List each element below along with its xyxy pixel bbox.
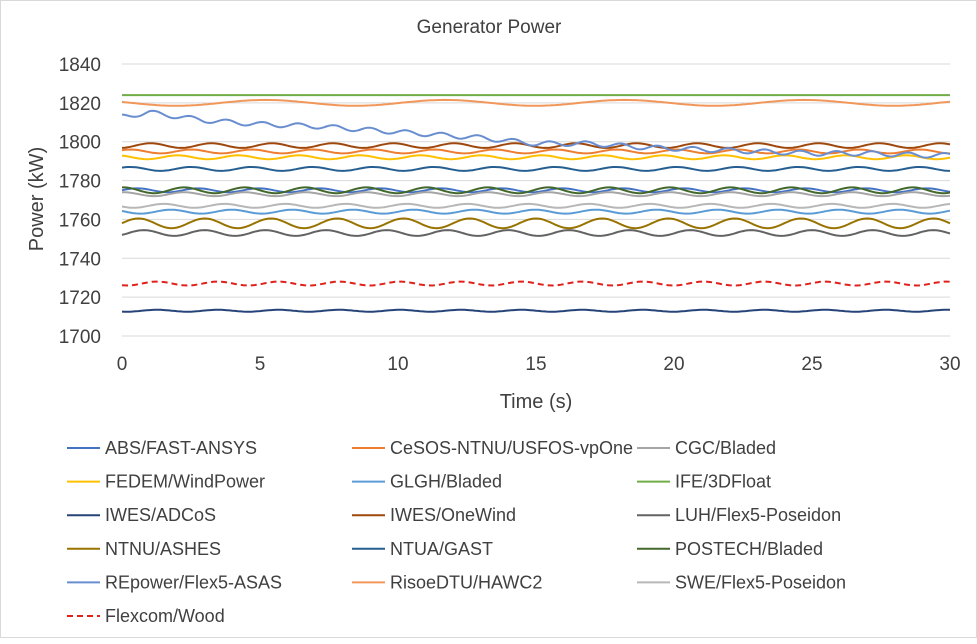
legend-label: ABS/FAST-ANSYS: [105, 438, 257, 458]
series-line: [121, 98, 951, 107]
y-tick-label: 1820: [59, 94, 101, 115]
legend-label: POSTECH/Bladed: [675, 539, 823, 559]
legend-label: IWES/OneWind: [390, 505, 516, 525]
legend-label: REpower/Flex5-ASAS: [105, 572, 282, 592]
legend: ABS/FAST-ANSYS CeSOS-NTNU/USFOS-vpOne CGC/…: [67, 438, 846, 626]
y-tick-label: 1780: [59, 172, 101, 193]
x-axis-label: Time (s): [500, 391, 573, 413]
series-line: [121, 154, 951, 161]
legend-label: GLGH/Bladed: [390, 472, 502, 492]
x-tick-label: 25: [801, 354, 822, 375]
legend-label: CeSOS-NTNU/USFOS-vpOne: [390, 438, 633, 458]
series-lines: [121, 94, 951, 313]
x-axis-ticks: 0 5 10 15 20 25 30: [117, 354, 961, 375]
y-axis-label: Power (kW): [26, 147, 48, 251]
y-tick-label: 1700: [59, 327, 101, 348]
series-line: [121, 308, 950, 313]
y-tick-label: 1720: [59, 288, 101, 309]
series-line: [121, 142, 951, 149]
legend-label: CGC/Bladed: [675, 438, 776, 458]
y-tick-label: 1740: [59, 249, 101, 270]
legend-label: NTNU/ASHES: [105, 539, 221, 559]
y-tick-label: 1800: [59, 133, 101, 154]
series-line: [121, 187, 951, 194]
y-tick-label: 1760: [59, 210, 101, 231]
legend-label: IWES/ADCoS: [105, 505, 216, 525]
legend-label: LUH/Flex5-Poseidon: [675, 505, 841, 525]
x-tick-label: 0: [117, 354, 128, 375]
series-line: [122, 186, 951, 195]
x-tick-label: 15: [525, 354, 546, 375]
y-axis-ticks: 1700 1720 1740 1760 1780 1800 1820 1840: [59, 55, 101, 348]
legend-label: Flexcom/Wood: [105, 606, 225, 626]
x-tick-label: 5: [255, 354, 266, 375]
x-tick-label: 10: [387, 354, 408, 375]
y-tick-label: 1840: [59, 55, 101, 76]
series-line: [121, 208, 951, 215]
series-line: [121, 166, 951, 172]
series-line: [121, 109, 951, 159]
legend-label: NTUA/GAST: [390, 539, 493, 559]
series-line: [121, 280, 951, 287]
legend-label: IFE/3DFloat: [675, 472, 771, 492]
chart-title: Generator Power: [417, 17, 562, 38]
series-line: [121, 202, 951, 209]
legend-label: RisoeDTU/HAWC2: [390, 572, 542, 592]
series-line: [121, 229, 951, 237]
series-line: [121, 191, 951, 198]
series-line: [121, 148, 951, 155]
legend-label: FEDEM/WindPower: [105, 472, 265, 492]
x-tick-label: 30: [939, 354, 960, 375]
x-tick-label: 20: [663, 354, 684, 375]
series-line: [121, 217, 951, 230]
gridlines: [122, 63, 950, 337]
legend-label: SWE/Flex5-Poseidon: [675, 572, 846, 592]
